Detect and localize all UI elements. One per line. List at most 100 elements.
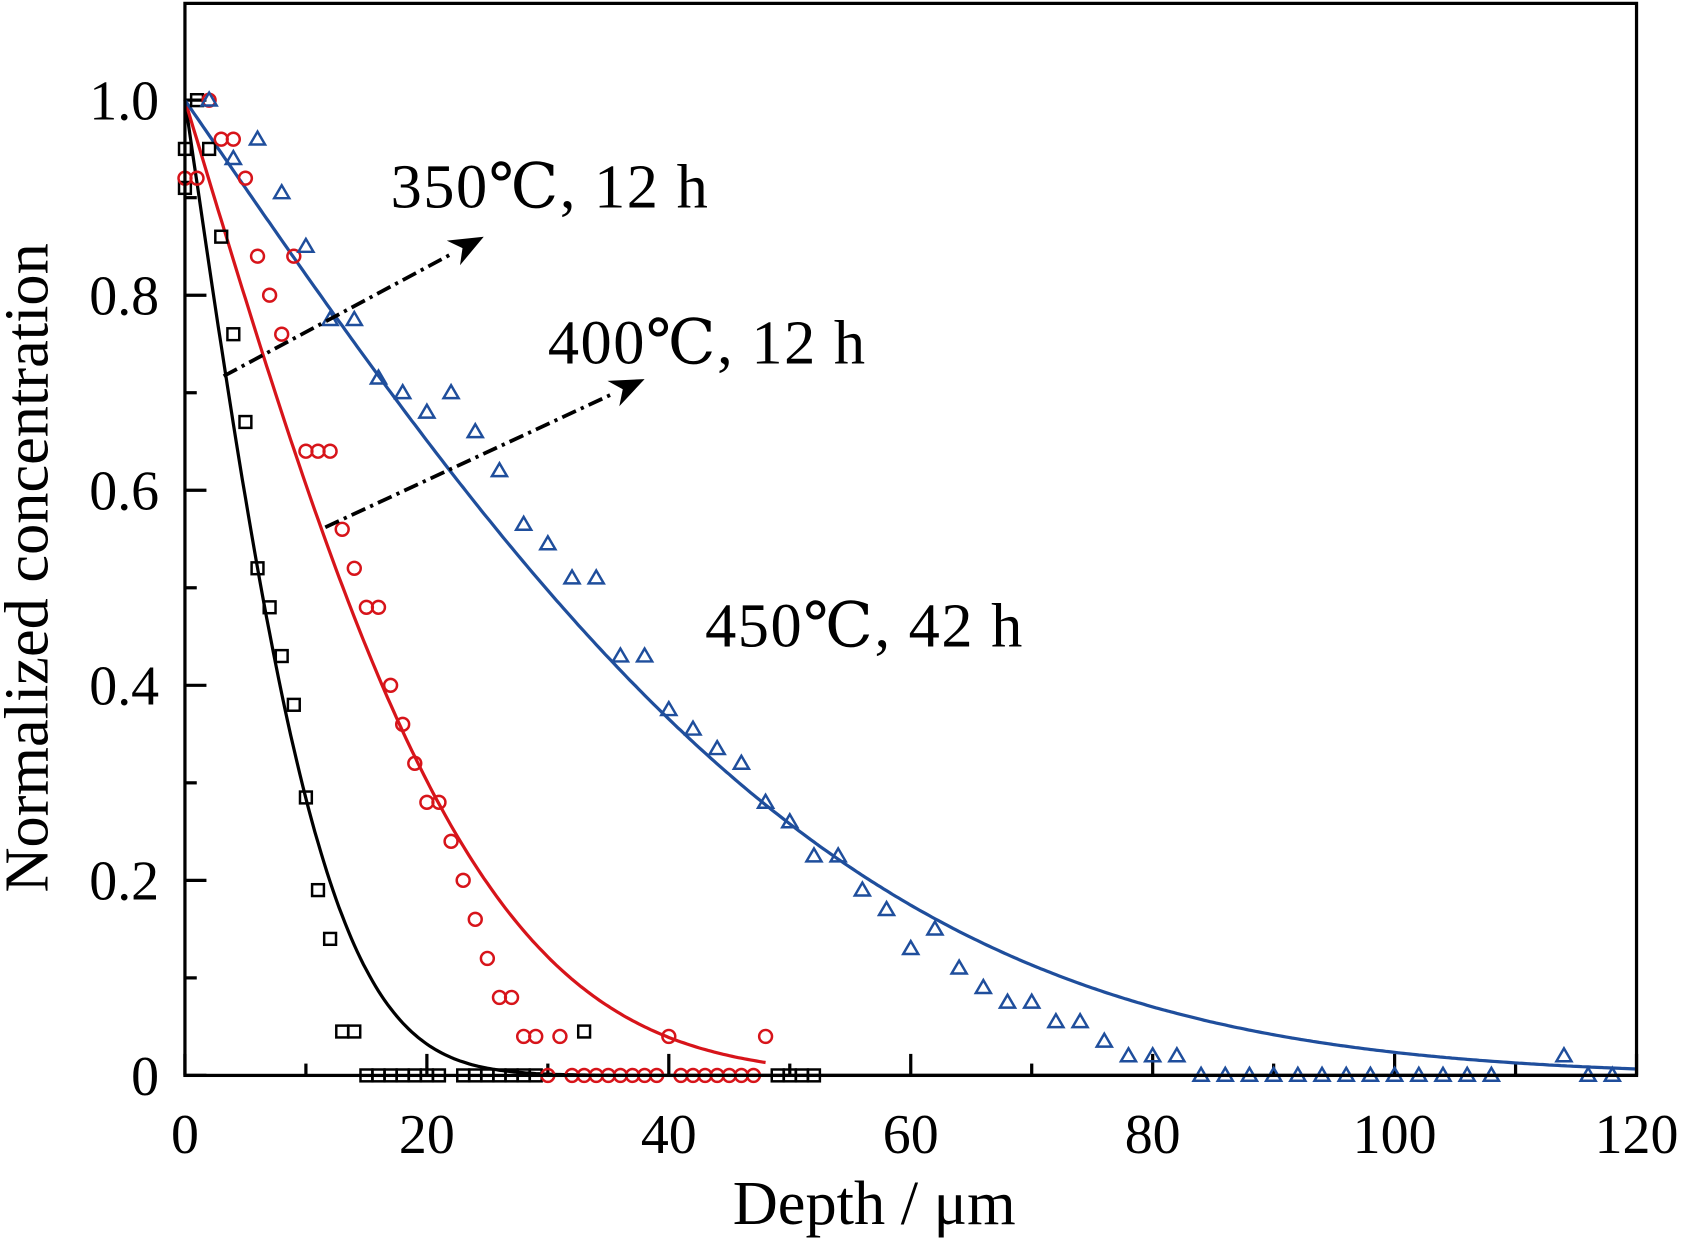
data-point-triangle (610, 646, 631, 663)
data-point-circle (757, 1028, 774, 1045)
data-point-square (262, 600, 277, 615)
data-point-circle (552, 1028, 568, 1045)
data-point-circle (189, 170, 205, 186)
data-point-circle (431, 794, 447, 811)
data-point-triangle (973, 977, 994, 995)
data-point-circle (274, 326, 290, 342)
data-point-circle (455, 872, 471, 889)
data-point-triangle (247, 129, 268, 146)
data-point-circle (503, 989, 520, 1006)
y-tick-label: 0.4 (89, 656, 159, 718)
data-point-triangle (272, 182, 292, 200)
x-tick-label: 80 (1125, 1104, 1181, 1166)
x-tick-label: 60 (883, 1104, 939, 1166)
data-point-triangle (513, 514, 534, 532)
data-point-triangle (755, 792, 776, 809)
data-point-circle (528, 1028, 544, 1045)
data-point-triangle (1094, 1031, 1114, 1048)
data-point-triangle (1554, 1045, 1574, 1063)
x-axis-title: Depth / μm (733, 1169, 1016, 1238)
y-tick-label: 0.8 (89, 266, 159, 328)
data-point-triangle (489, 460, 510, 478)
data-point-square (201, 141, 217, 157)
data-point-square (238, 414, 253, 430)
data-point-square (335, 1024, 350, 1039)
data-point-triangle (828, 845, 848, 863)
data-point-square (576, 1024, 592, 1039)
data-point-square (310, 882, 326, 898)
data-point-triangle (683, 719, 703, 736)
data-point-triangle (1118, 1045, 1139, 1063)
fit-curve-square (183, 99, 1637, 1078)
data-point-triangle (223, 148, 244, 166)
data-point-circle (479, 950, 496, 967)
data-point-circle (334, 521, 350, 537)
data-point-triangle (465, 421, 485, 439)
data-point-circle (394, 716, 411, 733)
y-tick-label: 0.2 (89, 851, 159, 913)
x-tick-label: 100 (1353, 1104, 1437, 1166)
data-point-circle (382, 677, 399, 693)
data-point-circle (286, 248, 302, 264)
data-point-triangle (344, 309, 364, 327)
data-point-square (322, 931, 338, 947)
x-tick-label: 0 (171, 1104, 199, 1166)
arrow-line (222, 251, 455, 378)
data-point-triangle (1022, 992, 1042, 1009)
data-point-triangle (1070, 1011, 1090, 1029)
data-point-triangle (901, 938, 921, 956)
data-point-triangle (780, 811, 800, 829)
data-point-triangle (659, 699, 679, 717)
data-point-circle (237, 170, 254, 186)
fit-curve-circle (183, 99, 766, 1065)
data-point-triangle (852, 880, 873, 897)
data-point-triangle (925, 919, 945, 936)
data-point-circle (467, 911, 483, 928)
data-point-triangle (199, 90, 219, 107)
data-point-triangle (634, 646, 655, 663)
data-point-circle (443, 833, 459, 850)
data-point-triangle (731, 753, 752, 770)
data-point-circle (225, 131, 242, 147)
data-point-circle (322, 443, 338, 459)
data-point-triangle (1142, 1045, 1163, 1063)
data-point-square (226, 327, 241, 342)
y-axis-title: Normalized concentration (0, 243, 61, 892)
data-point-triangle (393, 382, 413, 400)
data-point-triangle (586, 568, 606, 585)
data-point-triangle (417, 402, 437, 419)
arrow-line (324, 391, 615, 530)
data-point-triangle (804, 845, 824, 863)
arrow-head-icon (446, 236, 484, 266)
x-tick-label: 40 (641, 1104, 697, 1166)
data-point-square (214, 229, 229, 244)
data-point-triangle (296, 236, 316, 254)
data-point-triangle (1167, 1045, 1187, 1063)
x-tick-label: 20 (399, 1104, 455, 1166)
data-point-triangle (707, 738, 727, 756)
data-point-triangle (1046, 1011, 1066, 1029)
data-point-circle (407, 755, 423, 772)
data-point-circle (249, 248, 266, 264)
arrow-head-icon (607, 379, 645, 407)
data-point-triangle (538, 533, 558, 551)
x-tick-label: 120 (1595, 1104, 1679, 1166)
data-point-triangle (997, 992, 1018, 1009)
y-tick-label: 1.0 (89, 71, 159, 133)
annotation-label: 350℃, 12 h (391, 152, 708, 221)
y-tick-label: 0 (131, 1046, 159, 1108)
annotation-label: 450℃, 42 h (705, 591, 1022, 660)
data-point-circle (370, 599, 387, 615)
data-point-square (250, 561, 265, 576)
fit-curve-triangle (183, 99, 1637, 1071)
data-point-triangle (562, 568, 582, 585)
data-point-triangle (876, 899, 897, 917)
data-point-circle (346, 560, 362, 576)
data-point-square (286, 697, 301, 712)
plot-frame (183, 1, 1639, 1078)
data-point-square (274, 648, 289, 664)
data-point-circle (261, 287, 278, 303)
data-point-square (347, 1024, 362, 1039)
